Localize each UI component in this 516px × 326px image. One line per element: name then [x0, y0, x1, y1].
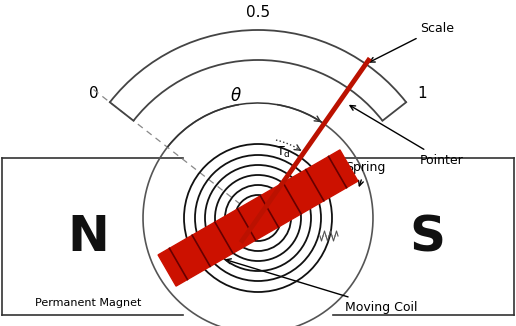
Text: Scale: Scale — [369, 22, 454, 62]
Text: θ: θ — [231, 87, 241, 105]
Text: N: N — [67, 213, 109, 261]
Text: Spring: Spring — [345, 161, 385, 186]
Text: 0.5: 0.5 — [246, 5, 270, 20]
Text: 0: 0 — [89, 86, 99, 101]
Text: 1: 1 — [417, 86, 427, 101]
Text: T$_\mathregular{d}$: T$_\mathregular{d}$ — [276, 145, 291, 160]
Text: Pointer: Pointer — [350, 106, 464, 167]
Text: Permanent Magnet: Permanent Magnet — [35, 298, 141, 308]
Text: S: S — [409, 213, 445, 261]
Text: Moving Coil: Moving Coil — [226, 259, 417, 314]
Polygon shape — [158, 150, 358, 286]
